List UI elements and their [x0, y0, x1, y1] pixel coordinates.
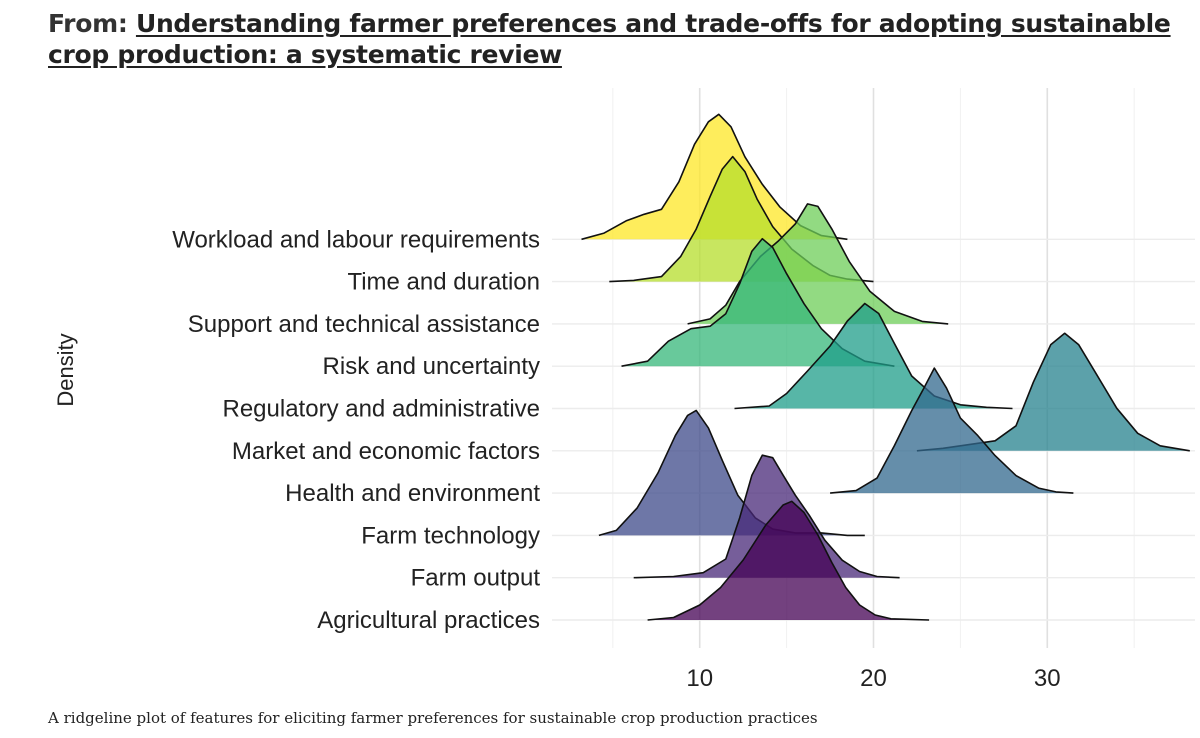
category-label: Risk and uncertainty	[323, 353, 540, 380]
ridge-area-time-and-duration	[609, 156, 874, 282]
ridge-area-farm-technology	[598, 410, 865, 536]
category-label: Farm output	[411, 565, 541, 592]
x-tick-label: 20	[860, 665, 887, 692]
ridge-area-regulatory-and-administrative	[734, 303, 1013, 409]
ridge-line-workload-and-labour-requirements	[581, 113, 848, 241]
category-label: Regulatory and administrative	[223, 396, 541, 423]
header-prefix: From:	[48, 9, 128, 38]
category-label: Support and technical assistance	[188, 311, 540, 338]
y-axis-title: Density	[53, 333, 78, 406]
ridge-line-regulatory-and-administrative	[734, 302, 1013, 410]
category-label: Workload and labour requirements	[172, 226, 540, 253]
figure-caption: A ridgeline plot of features for eliciti…	[48, 709, 818, 727]
figure-header: From: Understanding farmer preferences a…	[48, 8, 1178, 70]
category-label: Farm technology	[361, 522, 540, 549]
category-label: Agricultural practices	[317, 607, 540, 634]
ridgeline-chart: Agricultural practices Farm output Farm te…	[53, 88, 1195, 692]
ridge-line-health-and-environment	[830, 367, 1074, 494]
ridge-line-agricultural-practices	[647, 500, 930, 621]
ridge-line-risk-and-uncertainty	[621, 237, 895, 367]
category-label: Health and environment	[285, 480, 540, 507]
ridge-line-farm-output	[633, 454, 900, 579]
ridge-area-farm-output	[633, 455, 900, 578]
category-labels: Agricultural practices Farm output Farm te…	[172, 226, 540, 634]
ridge-area-health-and-environment	[830, 368, 1074, 494]
article-title-link[interactable]: Understanding farmer preferences and tra…	[48, 9, 1171, 69]
ridge-layer	[581, 113, 1190, 621]
x-tick-labels: 10 20 30	[686, 665, 1060, 692]
ridge-line-support-and-technical-assistance	[687, 203, 949, 325]
category-label: Market and economic factors	[232, 438, 540, 465]
ridge-area-market-and-economic-factors	[916, 333, 1190, 451]
x-tick-label: 30	[1034, 665, 1061, 692]
x-tick-label: 10	[686, 665, 713, 692]
category-label: Time and duration	[347, 269, 540, 296]
